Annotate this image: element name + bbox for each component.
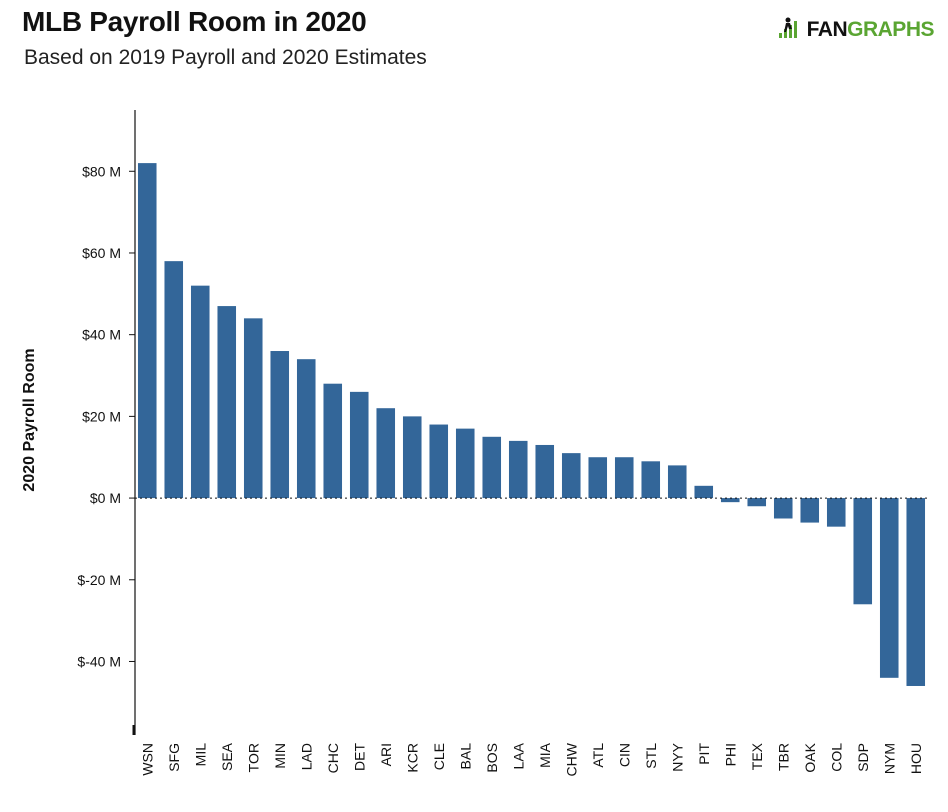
bar-phi	[720, 498, 740, 503]
bar-bal	[455, 428, 475, 499]
bar-cle	[429, 424, 449, 499]
x-tick-label: MIL	[192, 743, 208, 767]
bar-chw	[561, 453, 581, 499]
bar-mia	[535, 444, 555, 499]
bar-lad	[296, 359, 316, 499]
bar-mil	[190, 285, 210, 499]
fangraphs-logo-icon	[778, 16, 805, 45]
y-tick-label: $40 M	[82, 327, 121, 343]
bar-atl	[588, 457, 608, 499]
x-tick-label: MIN	[272, 743, 288, 769]
x-tick-label: PHI	[722, 743, 738, 766]
y-tick-label: $-40 M	[77, 653, 121, 669]
x-tick-label: DET	[351, 743, 367, 771]
x-tick-label: BAL	[457, 743, 473, 770]
x-tick-label: TBR	[775, 743, 791, 771]
x-tick-label: STL	[643, 743, 659, 769]
x-tick-label: NYM	[881, 743, 897, 774]
bar-ari	[376, 408, 396, 499]
bar-cin	[614, 457, 634, 499]
x-tick-label: NYY	[669, 742, 685, 771]
bar-min	[270, 351, 290, 499]
y-tick-label: $0 M	[90, 490, 121, 506]
x-tick-label: SFG	[166, 743, 182, 772]
chart-subtitle: Based on 2019 Payroll and 2020 Estimates	[24, 46, 427, 69]
x-tick-label: CLE	[431, 743, 447, 770]
x-tick-label: SEA	[219, 742, 235, 771]
x-tick-label: PIT	[696, 743, 712, 765]
y-tick-label: $60 M	[82, 245, 121, 261]
bar-sfg	[164, 261, 184, 499]
x-tick-label: ATL	[590, 743, 606, 768]
bar-wsn	[137, 163, 157, 499]
bar-tbr	[773, 498, 793, 519]
bar-sdp	[853, 498, 873, 605]
bars	[135, 163, 930, 686]
logo-text-fan: FAN	[806, 18, 848, 41]
x-tick-label: KCR	[404, 743, 420, 773]
x-tick-label: LAD	[298, 743, 314, 770]
x-tick-label: BOS	[484, 743, 500, 773]
x-tick-label: CIN	[616, 743, 632, 767]
bar-pit	[694, 485, 714, 499]
y-tick-label: $20 M	[82, 408, 121, 424]
fangraphs-logo[interactable]: FAN GRAPHS	[778, 16, 934, 45]
x-tick-label: CHW	[563, 742, 579, 776]
chart-title: MLB Payroll Room in 2020	[22, 6, 367, 37]
y-tick-label: $-20 M	[77, 572, 121, 588]
bar-sea	[217, 306, 237, 499]
logo-text-graphs: GRAPHS	[847, 18, 934, 41]
y-axis-label: 2020 Payroll Room	[21, 348, 38, 491]
bar-bos	[482, 436, 502, 499]
bar-kcr	[402, 416, 422, 499]
x-tick-label: ARI	[378, 743, 394, 766]
bar-det	[349, 391, 369, 499]
x-tick-label: TOR	[245, 743, 261, 772]
x-tick-label: SDP	[855, 743, 871, 772]
bar-nyy	[667, 465, 687, 499]
x-tick-label: COL	[828, 743, 844, 772]
x-tick-label: TEX	[749, 742, 765, 770]
x-tick-label: WSN	[139, 743, 155, 776]
x-tick-label: OAK	[802, 742, 818, 772]
bar-tex	[747, 498, 767, 507]
bar-col	[826, 498, 846, 527]
y-axis: $80 M $60 M $40 M $20 M $0 M $-20 M $-40 M	[77, 110, 136, 735]
x-tick-label: MIA	[537, 742, 553, 768]
x-tick-label: HOU	[908, 743, 924, 774]
bar-laa	[508, 440, 528, 499]
bar-nym	[879, 498, 899, 678]
x-tick-label: CHC	[325, 743, 341, 773]
x-tick-label: LAA	[510, 742, 526, 769]
y-tick-label: $80 M	[82, 163, 121, 179]
bar-stl	[641, 461, 661, 499]
bar-chc	[323, 383, 343, 499]
bar-oak	[800, 498, 820, 523]
bar-hou	[906, 498, 926, 686]
bar-tor	[243, 318, 263, 499]
x-axis-labels: WSN SFG MIL SEA TOR MIN LAD CHC DET ARI KCR CLE BAL B…	[139, 742, 924, 776]
